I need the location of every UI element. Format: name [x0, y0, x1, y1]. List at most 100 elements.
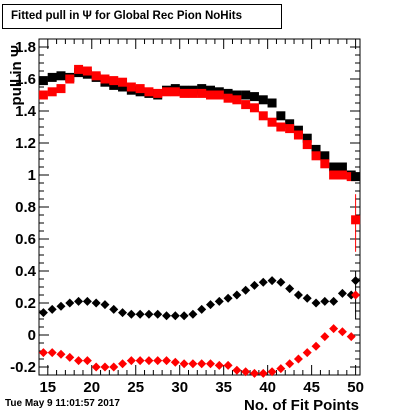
data-point-square [232, 95, 242, 105]
data-point-diamond [153, 309, 163, 319]
data-point-square [276, 111, 286, 121]
data-point-diamond [162, 356, 172, 366]
data-point-square [311, 151, 321, 161]
data-point-square [351, 172, 361, 182]
data-point-diamond [170, 357, 180, 367]
data-point-square [214, 90, 224, 100]
data-point-square [188, 88, 198, 98]
data-point-square [329, 170, 339, 180]
data-point-square [47, 72, 57, 82]
x-tick-label: 40 [259, 379, 276, 396]
data-point-square [56, 71, 66, 81]
data-point-square [241, 90, 251, 100]
data-point-diamond [311, 298, 321, 308]
x-tick-label: 15 [39, 379, 56, 396]
data-point-diamond [232, 365, 242, 375]
y-tick-label: 0.8 [15, 199, 36, 216]
data-point-diamond [351, 276, 361, 286]
data-point-square [329, 162, 339, 172]
y-axis-title: pull in Ψ [8, 45, 25, 105]
tick-labels: 15 20 25 30 35 40 45 50 -0.2 0 0.2 0.4 0.6 0.8 1 1.2 1.4… [10, 39, 364, 396]
data-point-diamond [205, 359, 215, 369]
data-point-diamond [346, 332, 356, 342]
data-point-square [267, 117, 277, 127]
data-point-diamond [170, 311, 180, 321]
data-point-square [82, 66, 92, 76]
data-point-diamond [91, 298, 101, 308]
data-point-square [56, 84, 66, 94]
y-tick-label: 0.2 [15, 295, 36, 312]
data-point-diamond [337, 327, 347, 337]
data-point-square [249, 92, 259, 102]
data-point-square [109, 76, 119, 86]
data-point-diamond [320, 332, 330, 342]
data-point-diamond [65, 352, 75, 362]
data-point-square [320, 151, 330, 161]
data-point-square [241, 100, 251, 110]
data-point-square [293, 130, 303, 140]
x-tick-label: 30 [171, 379, 188, 396]
data-point-diamond [56, 349, 66, 359]
data-point-square [249, 103, 259, 113]
data-point-square [320, 159, 330, 169]
x-tick-label: 25 [127, 379, 144, 396]
data-point-square [285, 124, 295, 134]
data-point-square [337, 162, 347, 172]
data-point-diamond [267, 276, 277, 286]
data-point-diamond [118, 308, 128, 318]
data-point-square [144, 87, 154, 97]
data-point-diamond [38, 308, 48, 318]
data-point-diamond [135, 356, 145, 366]
data-point-square [285, 119, 295, 129]
data-point-square [302, 133, 312, 143]
data-point-square [276, 122, 286, 132]
data-point-diamond [276, 277, 286, 287]
x-tick-label: 20 [83, 379, 100, 396]
data-point-square [197, 88, 207, 98]
data-point-diamond [214, 296, 224, 306]
data-point-diamond [47, 348, 57, 358]
data-point-square [65, 74, 75, 84]
data-point-diamond [153, 356, 163, 366]
data-point-diamond [56, 301, 66, 311]
data-point-diamond [144, 356, 154, 366]
data-point-square [162, 87, 172, 97]
data-point-diamond [197, 359, 207, 369]
data-point-diamond [302, 348, 312, 358]
data-point-square [351, 215, 361, 225]
data-point-square [205, 85, 215, 95]
data-point-square [232, 90, 242, 100]
data-point-diamond [214, 360, 224, 370]
y-tick-label: 0.6 [15, 231, 36, 248]
data-point-diamond [100, 362, 110, 372]
data-point-diamond [109, 304, 119, 314]
data-point-diamond [337, 288, 347, 298]
y-tick-label: 1.4 [15, 103, 37, 120]
data-point-diamond [126, 309, 136, 319]
data-point-diamond [329, 296, 339, 306]
x-tick-label: 35 [215, 379, 232, 396]
data-point-diamond [118, 359, 128, 369]
data-point-diamond [82, 296, 92, 306]
data-point-diamond [197, 304, 207, 314]
data-point-diamond [223, 293, 233, 303]
data-point-square [223, 93, 233, 103]
data-point-square [100, 74, 110, 84]
data-point-diamond [109, 362, 119, 372]
data-point-square [38, 90, 48, 100]
data-point-diamond [74, 356, 84, 366]
data-point-diamond [258, 277, 268, 287]
data-point-square [258, 111, 268, 121]
y-tick-label: 1.6 [15, 71, 36, 88]
data-point-diamond [249, 368, 259, 378]
data-point-square [205, 90, 215, 100]
x-axis-title: No. of Fit Points [244, 397, 359, 414]
data-point-square [293, 125, 303, 135]
y-tick-label: 1.2 [15, 135, 36, 152]
data-point-diamond [100, 300, 110, 310]
data-point-square [337, 170, 347, 180]
data-point-square [258, 95, 268, 105]
timestamp: Tue May 9 11:01:57 2017 [5, 398, 120, 409]
data-point-square [38, 76, 48, 86]
data-point-square [135, 84, 145, 94]
